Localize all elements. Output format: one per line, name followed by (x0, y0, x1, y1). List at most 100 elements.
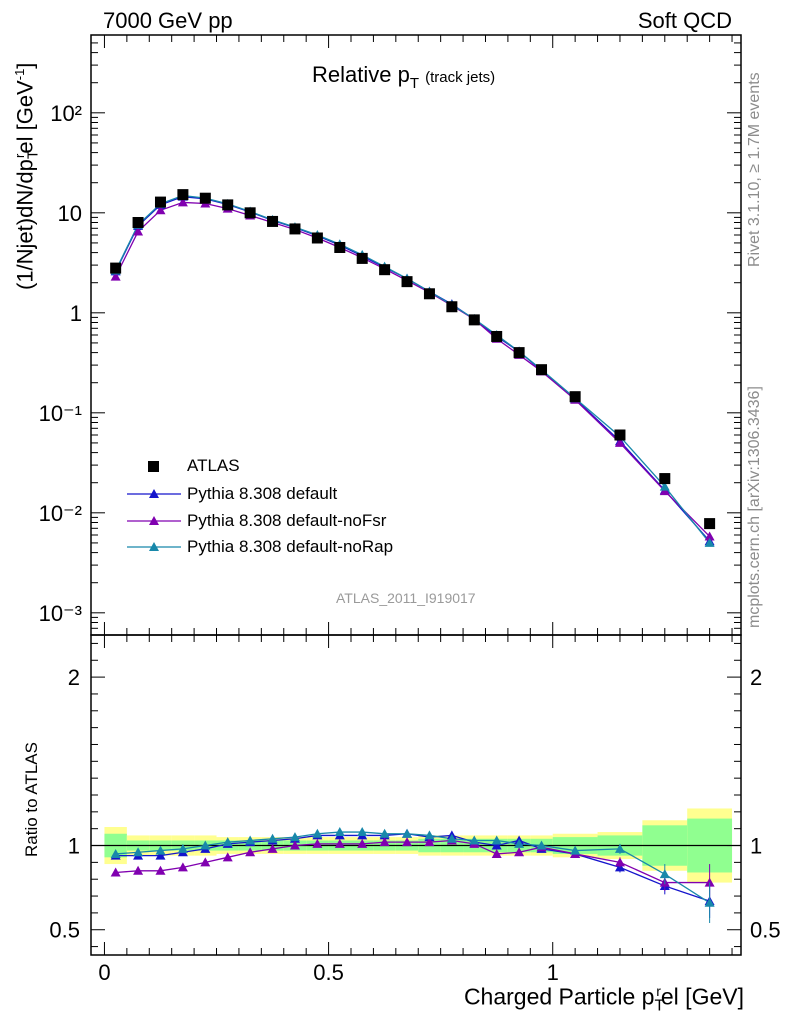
ratio-marker-nofsr (110, 867, 121, 877)
marker-norap (704, 537, 715, 547)
marker-data (289, 223, 301, 235)
ratio-marker-norap (357, 827, 368, 837)
marker-data (468, 314, 480, 326)
y-tick-label: 10⁻³ (39, 601, 82, 626)
ratio-marker-norap (334, 827, 345, 837)
marker-data (704, 518, 716, 530)
ratio-line-norap (115, 831, 710, 904)
ratio-tick-label-left: 0.5 (49, 918, 80, 943)
plot-title-extra: (track jets) (425, 69, 496, 86)
ratio-marker-norap (267, 833, 278, 843)
ratio-marker-norap (536, 840, 547, 850)
ratio-marker-default (491, 840, 502, 850)
marker-data (222, 199, 234, 211)
ratio-marker-nofsr (357, 838, 368, 848)
ratio-marker-norap (245, 835, 256, 845)
marker-data (267, 215, 279, 227)
ratio-marker-norap (312, 828, 323, 838)
header-right: Soft QCD (637, 8, 732, 33)
y-tick-label: 10² (50, 101, 82, 126)
y-tick-label: 1 (70, 301, 82, 326)
x-axis-label: Charged Particle pTrel [GeV] (463, 983, 744, 1015)
marker-nofsr (155, 205, 166, 215)
legend-markers (127, 461, 181, 551)
marker-nofsr (704, 531, 715, 541)
marker-data (614, 429, 626, 441)
marker-data (491, 330, 503, 342)
y-tick-label: 10 (58, 201, 82, 226)
ratio-marker-nofsr (424, 837, 435, 847)
ratio-marker-nofsr (514, 847, 525, 857)
ratio-marker-norap (222, 837, 233, 847)
ratio-tick-label-right: 0.5 (750, 918, 781, 943)
marker-data (110, 262, 122, 274)
marker-data (334, 241, 346, 253)
plot-title-main: Relative p (312, 62, 410, 87)
ratio-plot-frame (90, 634, 742, 956)
marker-data (177, 189, 189, 201)
ratio-marker-norap (491, 835, 502, 845)
ratio-marker-nofsr (289, 840, 300, 850)
plot-title-sub: T (409, 75, 420, 92)
ratio-marker-norap (424, 830, 435, 840)
ratio-marker-norap (570, 845, 581, 855)
legend-marker-norap (149, 542, 159, 551)
marker-data (311, 232, 323, 244)
tick-labels: 0 0.5 1 10⁻³ 10⁻² 10⁻¹ 1 10 10² 0.5 0.5 1 1 2 2 (39, 101, 781, 985)
mcplots-reference-label: mcplots.cern.ch [arXiv:1306.3436] (746, 386, 763, 628)
ratio-marker-norap (446, 833, 457, 843)
ratio-marker-nofsr (222, 852, 233, 862)
legend-entry-data: ATLAS (187, 456, 240, 475)
header-left: 7000 GeV pp (103, 8, 233, 33)
ratio-marker-nofsr (491, 848, 502, 858)
ratio-marker-nofsr (267, 843, 278, 853)
legend-marker-nofsr (149, 516, 159, 525)
ratio-axis-label: Ratio to ATLAS (22, 742, 41, 857)
legend-entry-norap: Pythia 8.308 default-noRap (187, 537, 394, 556)
marker-data (244, 207, 256, 219)
analysis-id: ATLAS_2011_I919017 (336, 590, 476, 606)
ratio-marker-norap (155, 845, 166, 855)
plot-title: Relative pT (track jets) (312, 62, 495, 92)
rivet-version-label: Rivet 3.1.10, ≥ 1.7M events (746, 72, 763, 267)
y-tick-label: 10⁻¹ (39, 401, 82, 426)
marker-data (446, 301, 458, 313)
ratio-marker-nofsr (334, 838, 345, 848)
y-axis-label: (1/Njet)dN/dpTrel [GeV-1] (12, 62, 42, 290)
marker-nofsr (133, 226, 144, 236)
marker-data (401, 276, 413, 288)
ratio-marker-nofsr (614, 857, 625, 867)
legend-marker-data (148, 461, 159, 472)
ratio-tick-label-left: 1 (68, 834, 80, 859)
ratio-marker-norap (402, 828, 413, 838)
marker-nofsr (177, 197, 188, 207)
legend-marker-default (149, 489, 159, 498)
marker-norap (659, 481, 670, 491)
ratio-marker-norap (133, 847, 144, 857)
ratio-marker-nofsr (312, 838, 323, 848)
x-tick-label: 0.5 (313, 960, 344, 985)
ratio-tick-label-right: 2 (750, 665, 762, 690)
ratio-marker-norap (200, 840, 211, 850)
ratio-marker-norap (379, 828, 390, 838)
ratio-marker-norap (469, 835, 480, 845)
ratio-marker-nofsr (155, 865, 166, 875)
series-markers (110, 189, 716, 923)
ratio-marker-norap (614, 843, 625, 853)
ratio-line-nofsr (115, 839, 710, 884)
marker-data (536, 364, 548, 376)
marker-data (569, 391, 581, 403)
ratio-marker-nofsr (704, 877, 715, 887)
marker-nofsr (110, 271, 121, 281)
marker-data (659, 473, 671, 485)
ratio-marker-norap (110, 848, 121, 858)
legend-entry-nofsr: Pythia 8.308 default-noFsr (187, 511, 387, 530)
marker-data (199, 192, 211, 204)
marker-data (154, 196, 166, 208)
y-tick-label: 10⁻² (39, 501, 82, 526)
ratio-marker-norap (704, 897, 715, 907)
marker-data (513, 347, 525, 359)
x-tick-label: 1 (547, 960, 559, 985)
marker-data (132, 217, 144, 229)
